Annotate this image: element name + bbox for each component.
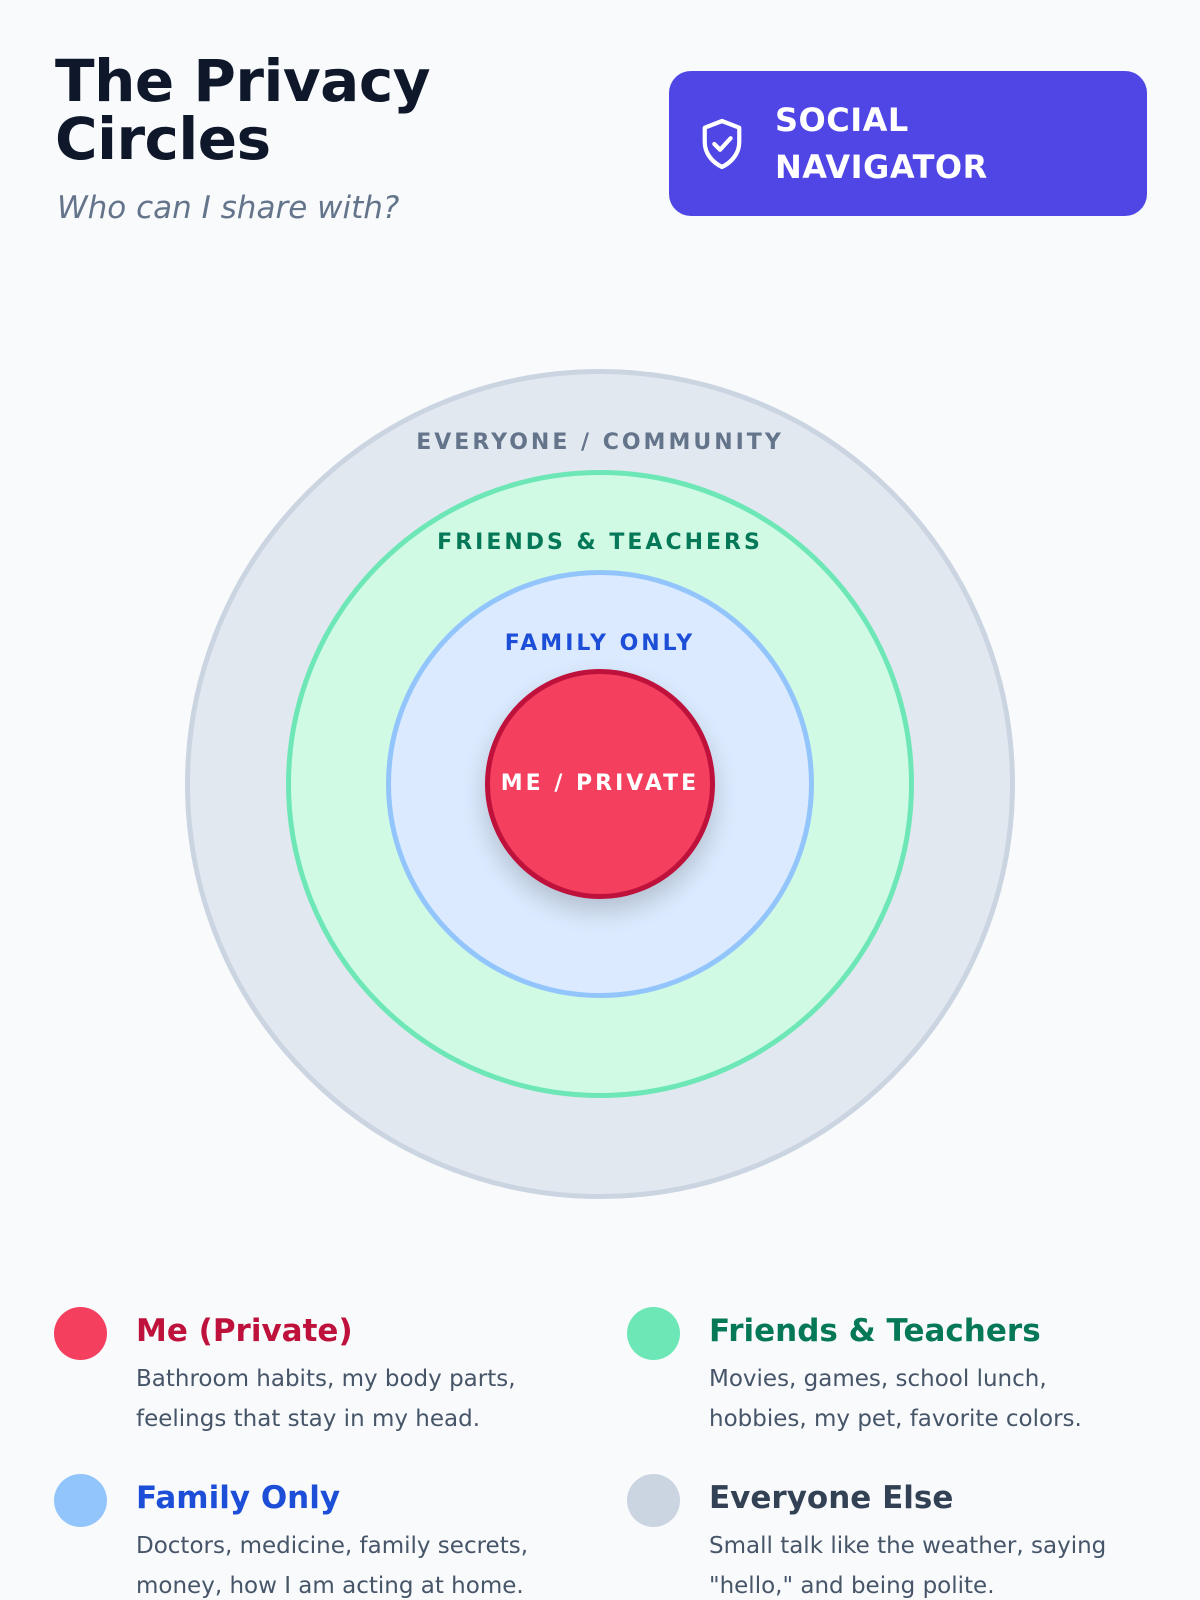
shield-check-icon (702, 118, 742, 169)
label-me: ME / PRIVATE (500, 771, 700, 796)
circle-me (485, 669, 715, 899)
legend-desc: Movies, games, school lunch, hobbies, my… (709, 1366, 1082, 1432)
legend-dot (627, 1474, 680, 1527)
legend-title: Family Only (136, 1480, 341, 1516)
legend-desc: Doctors, medicine, family secrets, money… (136, 1533, 528, 1599)
legend-title: Everyone Else (709, 1480, 954, 1516)
label-everyone: EVERYONE / COMMUNITY (416, 430, 784, 455)
legend-title: Friends & Teachers (709, 1313, 1041, 1349)
social-navigator-badge: SOCIAL NAVIGATOR (669, 71, 1147, 216)
legend-dot (54, 1307, 107, 1360)
page-subtitle: Who can I share with? (57, 190, 400, 226)
legend-title: Me (Private) (136, 1313, 353, 1349)
legend-dot (54, 1474, 107, 1527)
page-title: The Privacy Circles (55, 47, 431, 173)
legend-dot (627, 1307, 680, 1360)
label-family: FAMILY ONLY (504, 631, 696, 656)
legend-desc: Bathroom habits, my body parts, feelings… (136, 1366, 516, 1432)
label-friends: FRIENDS & TEACHERS (437, 530, 763, 555)
legend-desc: Small talk like the weather, saying "hel… (709, 1533, 1107, 1599)
badge-label: SOCIAL NAVIGATOR (775, 100, 988, 186)
